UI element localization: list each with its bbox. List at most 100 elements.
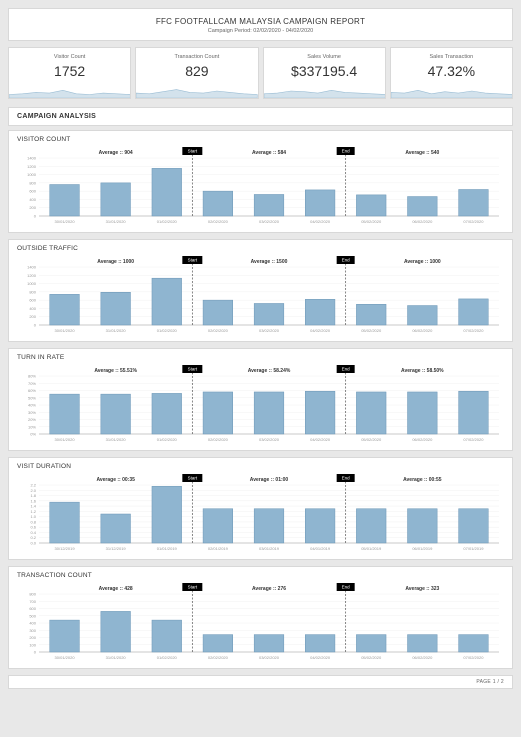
svg-text:0.2: 0.2	[30, 535, 36, 540]
svg-text:1400: 1400	[27, 156, 37, 161]
kpi-sparkline	[9, 84, 130, 98]
svg-text:04/02/2020: 04/02/2020	[310, 328, 331, 333]
svg-text:80%: 80%	[28, 374, 36, 379]
chart-body: 0.00.20.40.60.81.01.21.41.61.82.02.230/1…	[9, 471, 512, 559]
svg-text:02/02/2020: 02/02/2020	[208, 328, 229, 333]
svg-text:1.4: 1.4	[30, 504, 36, 509]
kpi-value: 47.32%	[395, 63, 508, 79]
svg-text:31/01/2020: 31/01/2020	[106, 437, 127, 442]
svg-text:30%: 30%	[28, 410, 36, 415]
svg-text:0.8: 0.8	[30, 519, 36, 524]
bar-chart: 0.00.20.40.60.81.01.21.41.61.82.02.230/1…	[15, 471, 505, 555]
kpi-sparkline	[136, 84, 257, 98]
kpi-label: Transaction Count	[140, 54, 253, 60]
bar	[305, 509, 335, 543]
svg-text:04/02/2020: 04/02/2020	[310, 437, 331, 442]
bar-chart: 020040060080010001200140030/01/202031/01…	[15, 253, 505, 337]
bar	[152, 486, 182, 543]
svg-text:01/02/2020: 01/02/2020	[157, 328, 178, 333]
chart-title: VISITOR COUNT	[9, 131, 512, 144]
report-page: FFC FOOTFALLCAM MALAYSIA CAMPAIGN REPORT…	[0, 0, 521, 697]
svg-text:0.0: 0.0	[30, 541, 36, 546]
svg-text:400: 400	[29, 197, 36, 202]
bar	[50, 185, 80, 216]
group-average-label: Average :: 58.24%	[248, 368, 291, 374]
kpi-label: Visitor Count	[13, 54, 126, 60]
svg-text:30/01/2020: 30/01/2020	[55, 219, 76, 224]
svg-text:0: 0	[34, 650, 37, 655]
svg-text:Start: Start	[188, 476, 198, 481]
report-header: FFC FOOTFALLCAM MALAYSIA CAMPAIGN REPORT…	[8, 8, 513, 41]
bar	[408, 306, 438, 325]
kpi-label: Sales Transaction	[395, 54, 508, 60]
bar	[408, 392, 438, 434]
svg-text:200: 200	[29, 635, 36, 640]
bar	[408, 197, 438, 216]
svg-text:Start: Start	[188, 258, 198, 263]
bar	[101, 394, 131, 434]
chart-block: TRANSACTION COUNT01002003004005006007008…	[8, 566, 513, 669]
svg-text:03/02/2020: 03/02/2020	[259, 655, 280, 660]
report-title: FFC FOOTFALLCAM MALAYSIA CAMPAIGN REPORT	[13, 17, 508, 26]
svg-text:06/01/2019: 06/01/2019	[412, 546, 433, 551]
bar	[203, 635, 233, 652]
group-average-label: Average :: 1000	[404, 259, 441, 265]
svg-text:01/02/2020: 01/02/2020	[157, 437, 178, 442]
bar	[356, 509, 386, 543]
svg-text:0: 0	[34, 323, 37, 328]
bar	[459, 299, 489, 325]
svg-text:31/01/2020: 31/01/2020	[106, 655, 127, 660]
svg-text:06/02/2020: 06/02/2020	[412, 655, 433, 660]
bar	[203, 509, 233, 543]
svg-text:0.4: 0.4	[30, 530, 36, 535]
svg-text:05/02/2020: 05/02/2020	[361, 328, 382, 333]
svg-text:800: 800	[29, 289, 36, 294]
svg-text:60%: 60%	[28, 388, 36, 393]
svg-text:02/02/2020: 02/02/2020	[208, 219, 229, 224]
svg-text:70%: 70%	[28, 381, 36, 386]
group-average-label: Average :: 428	[99, 586, 133, 592]
svg-text:07/02/2020: 07/02/2020	[463, 437, 484, 442]
svg-text:05/02/2020: 05/02/2020	[361, 437, 382, 442]
svg-text:800: 800	[29, 180, 36, 185]
svg-text:30/12/2019: 30/12/2019	[55, 546, 76, 551]
group-average-label: Average :: 00:55	[403, 477, 442, 483]
svg-text:31/01/2020: 31/01/2020	[106, 219, 127, 224]
group-average-label: Average :: 540	[405, 150, 439, 156]
chart-body: 020040060080010001200140030/01/202031/01…	[9, 144, 512, 232]
svg-text:0%: 0%	[30, 432, 36, 437]
svg-text:400: 400	[29, 306, 36, 311]
kpi-sparkline	[264, 84, 385, 98]
svg-text:Start: Start	[188, 149, 198, 154]
kpi-value: $337195.4	[268, 63, 381, 79]
svg-text:End: End	[342, 585, 351, 590]
bar	[254, 635, 284, 652]
kpi-value: 829	[140, 63, 253, 79]
svg-text:05/01/2019: 05/01/2019	[361, 546, 382, 551]
svg-text:04/01/2019: 04/01/2019	[310, 546, 331, 551]
svg-text:02/01/2019: 02/01/2019	[208, 546, 229, 551]
svg-text:30/01/2020: 30/01/2020	[55, 437, 76, 442]
svg-text:600: 600	[29, 606, 36, 611]
bar	[459, 635, 489, 652]
svg-text:07/02/2020: 07/02/2020	[463, 655, 484, 660]
bar	[101, 514, 131, 543]
svg-text:07/02/2020: 07/02/2020	[463, 219, 484, 224]
svg-text:1400: 1400	[27, 265, 37, 270]
svg-text:700: 700	[29, 599, 36, 604]
kpi-card: Visitor Count1752	[8, 47, 131, 99]
bar-chart: 020040060080010001200140030/01/202031/01…	[15, 144, 505, 228]
bar	[152, 168, 182, 216]
chart-title: VISIT DURATION	[9, 458, 512, 471]
svg-text:03/02/2020: 03/02/2020	[259, 437, 280, 442]
kpi-row: Visitor Count1752 Transaction Count 829 Sal…	[8, 47, 513, 99]
svg-text:End: End	[342, 258, 351, 263]
svg-text:Start: Start	[188, 367, 198, 372]
svg-text:20%: 20%	[28, 417, 36, 422]
svg-text:40%: 40%	[28, 403, 36, 408]
svg-text:07/01/2019: 07/01/2019	[463, 546, 484, 551]
bar	[356, 392, 386, 434]
kpi-label: Sales Volume	[268, 54, 381, 60]
svg-text:30/01/2020: 30/01/2020	[55, 328, 76, 333]
bar	[203, 392, 233, 434]
